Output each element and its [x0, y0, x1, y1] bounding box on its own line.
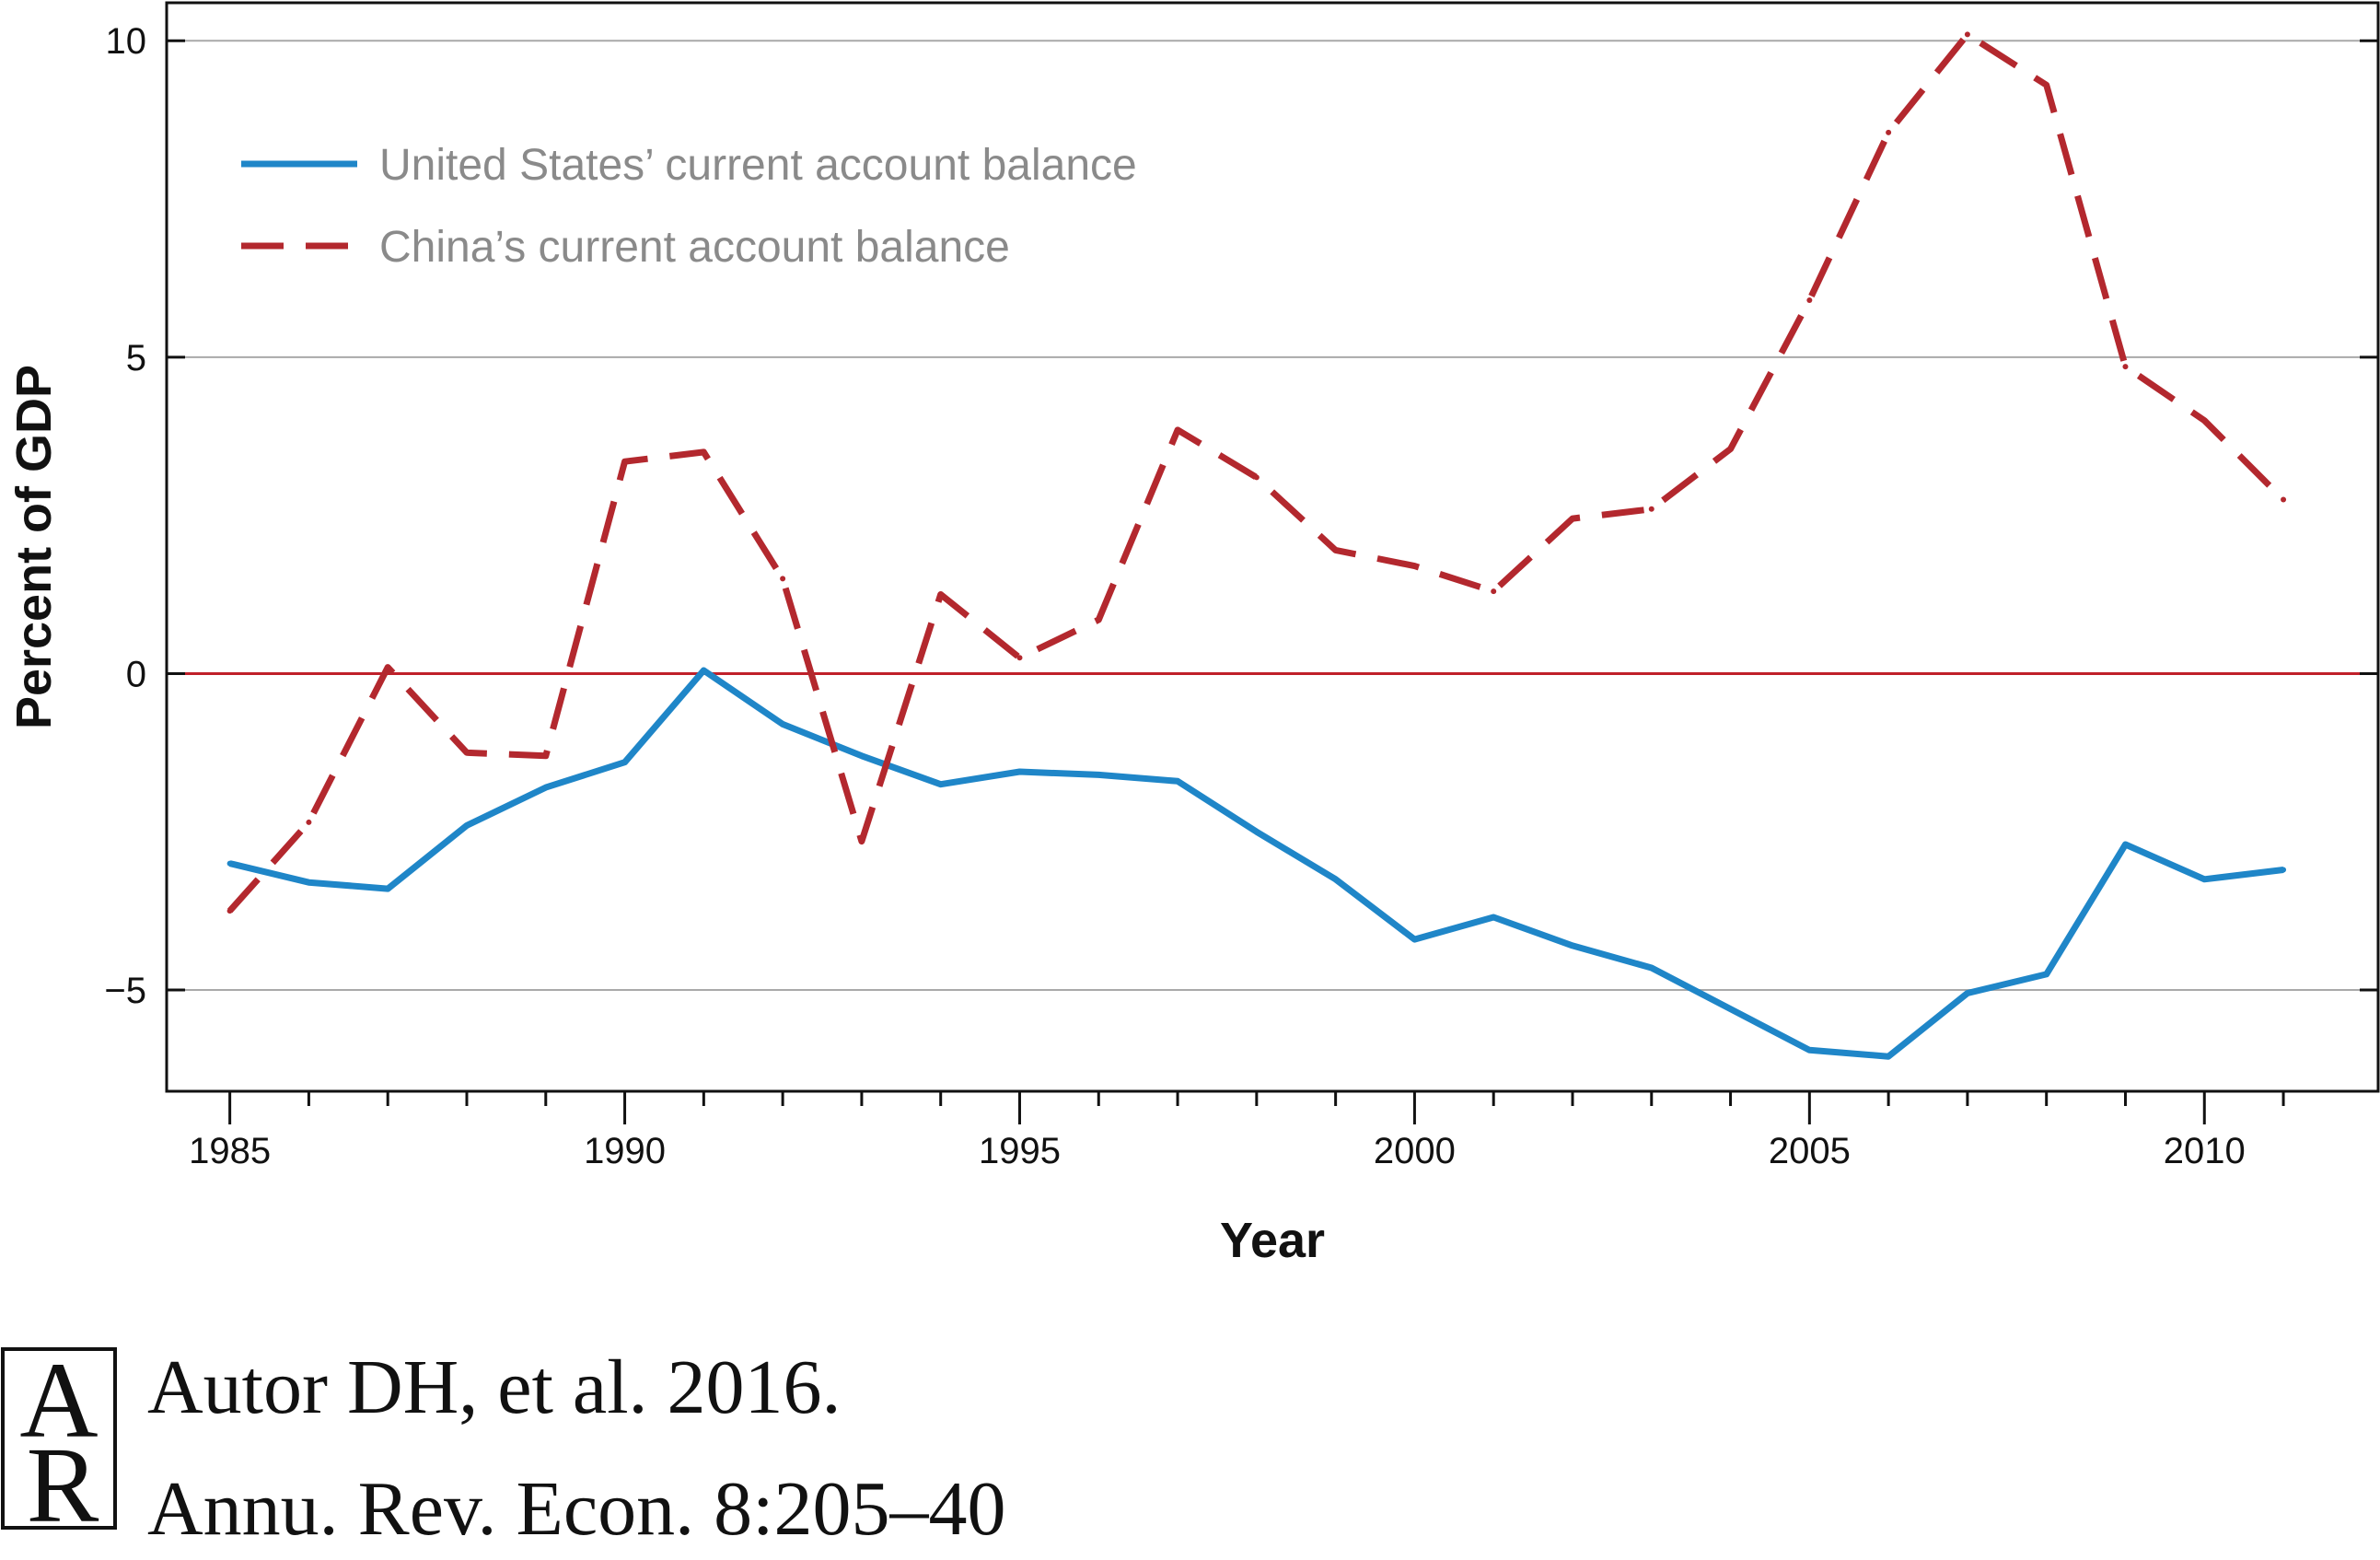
series-0-point-3 — [463, 822, 470, 829]
series-1-point-17 — [1569, 516, 1575, 522]
x-axis: 1985 1990 1995 2000 2005 2010 — [189, 1091, 2285, 1171]
series-0-point-11 — [1096, 772, 1102, 778]
series-0-point-15 — [1411, 937, 1418, 943]
series-0-point-18 — [1648, 964, 1654, 971]
series-1-point-10 — [1016, 655, 1023, 661]
series-1-point-0 — [226, 908, 233, 914]
x-tick-label-1: 1990 — [584, 1131, 666, 1171]
series-1-point-1 — [306, 819, 312, 825]
series-0-point-12 — [1175, 778, 1181, 785]
x-tick-label-0: 1985 — [189, 1131, 271, 1171]
series-0-point-20 — [1806, 1047, 1813, 1054]
logo-frame — [1, 1347, 117, 1530]
series-0-point-5 — [621, 759, 628, 765]
x-tick-label-3: 2000 — [1374, 1131, 1456, 1171]
series-0-point-7 — [780, 721, 786, 728]
series-1-point-11 — [1096, 617, 1102, 623]
series-0-point-25 — [2201, 876, 2208, 882]
citation-authors: Autor DH, et al. 2016. — [147, 1345, 842, 1430]
series-0-point-26 — [2281, 867, 2287, 873]
x-axis-title: Year — [1220, 1213, 1325, 1268]
series-0-point-6 — [701, 668, 707, 674]
legend-label-us: United States’ current account balance — [379, 141, 1137, 190]
chart: 1985 1990 1995 2000 2005 2010 −5 0 5 10 Year Per… — [6, 1, 2380, 1268]
y-axis-title: Percent of GDP — [6, 365, 62, 729]
series-1-point-18 — [1648, 506, 1654, 512]
series-1-point-4 — [542, 752, 549, 759]
series-0-point-21 — [1886, 1054, 1892, 1060]
y-tick-label-2: 5 — [126, 338, 146, 378]
annual-reviews-logo: A R — [1, 1346, 117, 1531]
series-1-point-2 — [385, 664, 391, 670]
series-0-point-13 — [1253, 829, 1260, 835]
series-0-point-19 — [1727, 1006, 1734, 1012]
series-layer — [226, 30, 2287, 1060]
series-1-point-8 — [858, 838, 865, 844]
x-tick-label-5: 2010 — [2164, 1131, 2246, 1171]
logo-letter-r: R — [27, 1425, 99, 1531]
series-1-point-26 — [2281, 496, 2287, 503]
gridlines — [167, 40, 2378, 992]
series-0-point-24 — [2122, 841, 2129, 847]
series-0-point-23 — [2043, 971, 2049, 977]
series-line-0 — [228, 667, 2284, 1060]
series-1-point-5 — [621, 459, 628, 465]
series-1-point-13 — [1253, 474, 1260, 481]
legend: United States’ current account balance C… — [241, 141, 1137, 272]
series-0-point-8 — [858, 752, 865, 759]
series-1-point-23 — [2043, 82, 2049, 88]
series-0-point-4 — [542, 785, 549, 791]
y-axis: −5 0 5 10 — [104, 21, 2378, 1011]
series-1-point-14 — [1332, 547, 1339, 553]
series-0-point-22 — [1964, 990, 1970, 996]
series-0-point-14 — [1332, 876, 1339, 882]
series-1-point-20 — [1806, 297, 1813, 303]
y-tick-label-0: −5 — [104, 971, 146, 1011]
x-tick-label-2: 1995 — [979, 1131, 1061, 1171]
series-1-point-25 — [2201, 417, 2208, 424]
series-1-point-19 — [1727, 446, 1734, 452]
series-1-point-7 — [780, 576, 786, 582]
citation-journal: Annu. Rev. Econ. 8:205–40 — [147, 1466, 1006, 1552]
series-1-point-9 — [937, 591, 944, 598]
series-1-point-21 — [1886, 129, 1892, 135]
x-tick-label-4: 2005 — [1769, 1131, 1851, 1171]
series-0-point-16 — [1491, 914, 1497, 921]
series-0-point-9 — [937, 781, 944, 787]
series-0-point-1 — [306, 879, 312, 886]
series-0-point-10 — [1016, 768, 1023, 774]
series-1-point-12 — [1175, 426, 1181, 433]
series-1-point-3 — [463, 750, 470, 756]
series-0-point-2 — [385, 886, 391, 892]
series-1-point-6 — [701, 448, 707, 455]
legend-label-china: China’s current account balance — [379, 223, 1010, 272]
logo-letter-a: A — [19, 1346, 98, 1461]
series-0-point-17 — [1569, 942, 1575, 949]
series-1-point-24 — [2122, 364, 2129, 370]
series-1-point-22 — [1964, 31, 1970, 38]
y-tick-label-3: 10 — [106, 21, 147, 62]
y-tick-label-1: 0 — [126, 654, 146, 694]
series-0-point-0 — [226, 860, 233, 867]
series-1-point-16 — [1491, 588, 1497, 595]
series-1-point-15 — [1411, 563, 1418, 569]
series-line-1 — [226, 30, 2286, 914]
plot-frame — [165, 1, 2380, 1093]
